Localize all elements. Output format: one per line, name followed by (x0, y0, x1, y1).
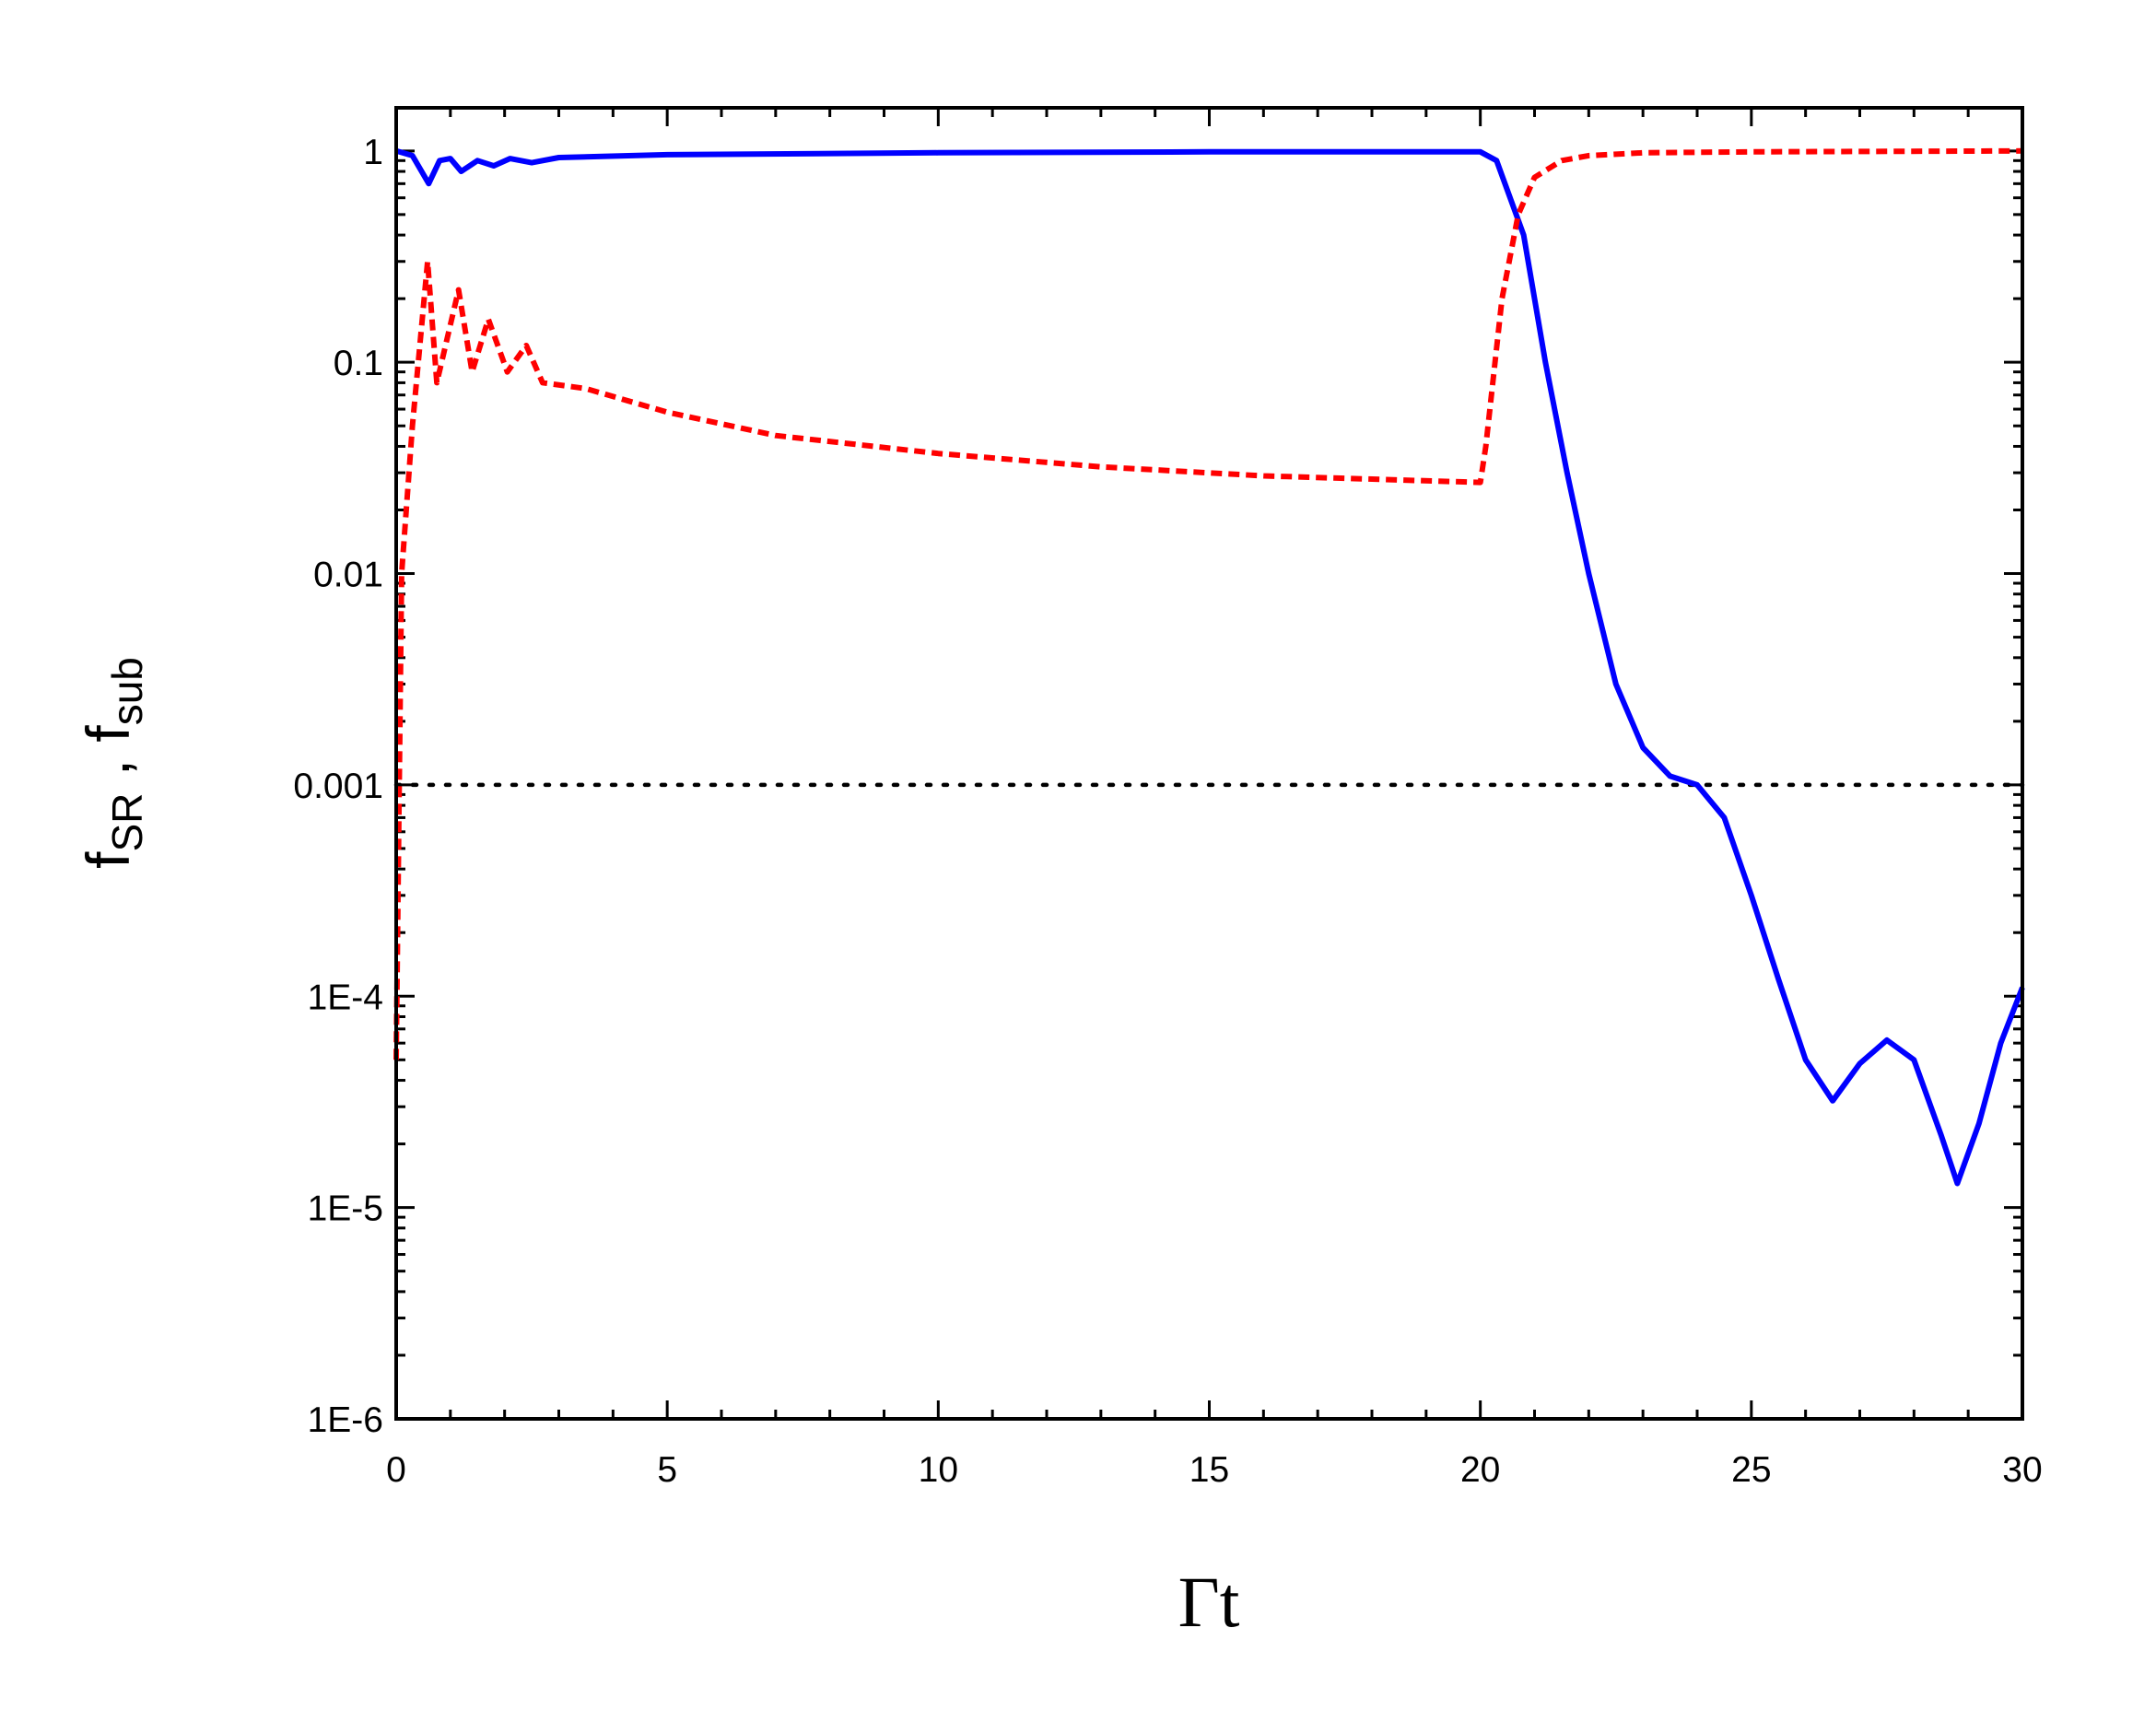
plot-frame (394, 106, 2024, 1421)
y-axis-title: fSR , fsub (74, 657, 151, 869)
y-tick-label: 1 (363, 133, 383, 172)
y-tick-label: 0.001 (293, 767, 383, 806)
y-label-sub: SR (103, 793, 151, 852)
x-axis-title: Γt (1178, 1562, 1240, 1642)
x-tick-label: 5 (657, 1450, 677, 1490)
x-tick-label: 30 (2002, 1450, 2042, 1490)
x-tick-label: 10 (919, 1450, 958, 1490)
y-label-sub: sub (103, 657, 151, 725)
series-line (395, 147, 2025, 1187)
x-tick-label: 20 (1460, 1450, 1500, 1490)
x-tick-label: 15 (1189, 1450, 1229, 1490)
y-label-part: , f (74, 725, 142, 793)
y-tick-label: 0.01 (313, 556, 383, 595)
x-tick-label: 0 (386, 1450, 406, 1490)
y-tick-label: 0.1 (334, 344, 383, 383)
y-tick-label: 1E-5 (308, 1189, 383, 1229)
x-tick-label: 25 (1731, 1450, 1771, 1490)
series-line (393, 147, 2023, 1060)
y-label-part: f (74, 851, 142, 869)
y-tick-label: 1E-6 (308, 1400, 383, 1440)
y-tick-label: 1E-4 (308, 978, 383, 1017)
